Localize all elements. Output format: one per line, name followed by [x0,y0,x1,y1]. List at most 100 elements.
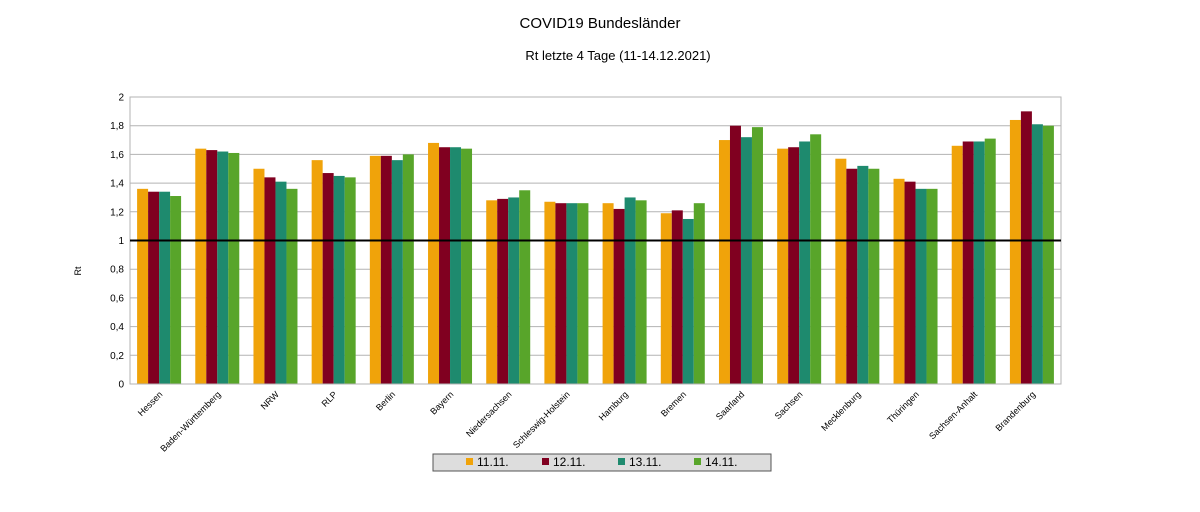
bar [253,168,265,384]
bar [951,145,963,384]
y-axis-label: Rt [73,266,83,275]
x-tick-label: NRW [259,389,282,412]
bar [1020,111,1032,384]
bar [508,197,520,384]
bar [799,141,811,384]
bar [497,198,509,384]
x-tick-label: Mecklenburg [819,389,863,433]
bar [159,191,171,384]
x-tick-label: Berlin [374,389,397,412]
bar [264,177,276,384]
bar [428,142,440,384]
bar [461,148,473,384]
bar [915,188,927,384]
axes [129,96,1062,385]
bar [613,208,625,384]
bar [904,181,916,384]
legend-label: 11.11. [477,455,509,469]
bar [322,173,334,384]
y-tick-label: 1,4 [110,179,124,190]
bar [137,188,149,384]
bar [682,218,694,384]
bar [671,210,683,384]
bar [148,191,160,384]
bar [439,147,451,384]
bar [170,196,182,384]
y-tick-label: 1 [118,236,124,247]
bar [835,158,847,384]
bar [893,178,905,384]
legend-swatch [694,458,701,465]
y-tick-label: 0,2 [110,351,124,362]
bar [624,197,636,384]
y-tick-labels: 0 0,2 0,4 0,6 0,8 1 1,2 1,4 1,6 1,8 2 [110,93,124,391]
bar [566,203,578,384]
bar [1031,124,1043,384]
bar [519,190,531,384]
legend-swatch [542,458,549,465]
chart-subtitle: Rt letzte 4 Tage (11-14.12.2021) [525,48,710,63]
x-tick-label: Niedersachsen [464,389,514,439]
x-tick-label: Schleswig-Holstein [511,389,572,450]
bar [311,160,323,384]
bar [450,147,462,384]
bar [729,125,741,384]
x-tick-label: Bremen [659,389,688,418]
bar [1009,119,1021,385]
x-tick-label: Thüringen [885,389,921,425]
legend-box [432,453,772,472]
y-tick-label: 1,8 [110,121,124,132]
x-tick-label: Bayern [428,389,455,416]
bar [857,165,869,384]
legend-swatch [618,458,625,465]
legend-swatch [466,458,473,465]
bar [275,181,287,384]
x-tick-label: Brandenburg [993,389,1037,433]
bar [751,127,763,384]
bar [962,141,974,384]
bar [333,175,345,384]
x-tick-label: RLP [320,389,339,408]
bar [740,137,752,384]
y-tick-label: 1,2 [110,207,124,218]
bar [391,160,403,384]
bar [973,141,985,384]
bar [577,203,589,384]
bar [926,188,938,384]
bar [286,188,298,384]
bar [788,147,800,384]
x-tick-label: Sachsen-Anhalt [927,389,979,441]
bar [810,134,822,384]
bar [369,155,381,384]
bar [344,177,356,384]
bar [380,155,392,384]
x-tick-label: Sachsen [773,389,805,421]
bar [555,203,567,384]
legend-label: 14.11. [705,455,737,469]
bar [1042,125,1054,384]
bar [544,201,556,384]
bar [984,138,996,384]
bar [602,203,614,384]
legend-label: 12.11. [553,455,585,469]
x-tick-label: Hamburg [597,389,630,422]
bars [137,111,1054,385]
bar [777,148,789,384]
bar [402,154,414,384]
x-tick-label: Baden-Württemberg [158,389,222,453]
bar [635,200,647,384]
x-tick-label: Hessen [136,389,165,418]
y-tick-label: 0 [118,380,124,391]
bar [206,150,218,384]
y-tick-label: 0,4 [110,322,124,333]
bar [217,151,229,384]
x-tick-label: Saarland [714,389,747,422]
bar [228,152,240,384]
legend: 11.11. 12.11. 13.11. 14.11. [432,453,772,472]
y-tick-label: 2 [118,93,124,104]
y-tick-label: 1,6 [110,150,124,161]
bar [693,203,705,384]
